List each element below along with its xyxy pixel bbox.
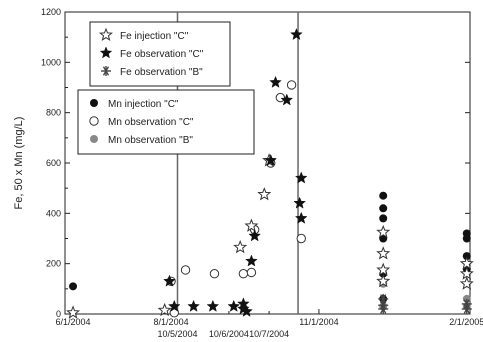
x-tick-label-2: 11/1/2004 <box>299 317 338 327</box>
point-series-0-10 <box>459 256 474 270</box>
point-series-0-4 <box>257 187 272 201</box>
point-series-4-9 <box>286 80 297 90</box>
point-series-0-8 <box>376 262 391 276</box>
legend-marker-1-1 <box>89 116 99 126</box>
series-1 <box>163 27 308 317</box>
x-tick-label-lower-1: 10/6/2004 <box>209 329 249 339</box>
legend-1: Mn injection "C" Mn observation "C" Mn obs… <box>77 89 255 155</box>
point-series-0-12 <box>459 276 474 290</box>
point-series-1-8 <box>245 254 258 267</box>
point-series-1-4 <box>227 299 241 312</box>
point-series-3-3 <box>379 204 388 213</box>
point-series-0-6 <box>376 224 391 239</box>
y-tick-label-0: 0 <box>56 309 61 319</box>
point-series-1-7 <box>237 297 250 310</box>
point-series-2-2 <box>378 303 389 314</box>
y-tick-label-5: 1000 <box>41 57 61 67</box>
legend-marker-0-0 <box>98 27 114 41</box>
point-series-0-9 <box>376 273 391 288</box>
point-series-2-4 <box>461 303 472 314</box>
point-series-3-9 <box>462 234 471 243</box>
legends: Fe injection "C" Fe observation "C" Fe obs… <box>77 21 255 155</box>
point-series-4-8 <box>275 92 286 103</box>
point-series-3-10 <box>462 252 471 261</box>
y-tick-label-3: 600 <box>46 158 61 168</box>
point-series-1-15 <box>294 171 308 184</box>
point-series-0-3 <box>244 218 259 232</box>
point-series-0-2 <box>233 239 248 254</box>
point-series-1-11 <box>269 75 282 88</box>
point-series-1-14 <box>293 196 307 209</box>
x-tick-label-lower-0: 10/5/2004 <box>157 329 197 339</box>
x-tick-label-0: 6/1/2004 <box>56 317 91 327</box>
series-2 <box>378 293 472 314</box>
y-tick-label-1: 200 <box>46 259 61 269</box>
x-tick-label-3: 2/1/2005 <box>449 317 483 327</box>
point-series-1-2 <box>187 299 200 312</box>
x-tick-label-lower-2: 10/7/2004 <box>249 329 289 339</box>
point-series-1-13 <box>290 27 303 41</box>
point-series-0-1 <box>157 302 172 317</box>
point-series-1-3 <box>206 299 220 312</box>
legend-0: Fe injection "C" Fe observation "C" Fe obs… <box>89 21 231 87</box>
point-series-3-4 <box>379 214 388 223</box>
legend-box-0 <box>89 21 231 87</box>
legend-label-1-1: Mn observation "C" <box>108 117 194 128</box>
legend-label-1-0: Mn injection "C" <box>108 99 179 110</box>
y-tick-label-2: 400 <box>46 208 61 218</box>
y-tick-label-4: 800 <box>46 108 61 118</box>
point-series-1-9 <box>248 229 262 242</box>
legend-marker-0-1 <box>99 46 113 59</box>
point-series-1-10 <box>264 153 278 166</box>
point-series-3-2 <box>379 191 388 200</box>
point-series-4-4 <box>238 269 249 279</box>
legend-label-0-1: Fe observation "C" <box>120 49 204 60</box>
data-points <box>66 27 474 319</box>
legend-marker-0-2 <box>101 66 111 76</box>
point-series-0-7 <box>376 246 391 260</box>
x-tick-label-1: 8/1/2004 <box>154 317 189 327</box>
point-series-0-11 <box>459 266 474 280</box>
point-series-3-0 <box>69 282 78 291</box>
point-series-1-1 <box>167 299 181 312</box>
point-series-1-16 <box>294 211 308 224</box>
point-series-1-0 <box>163 274 176 287</box>
point-series-0-0 <box>66 305 81 319</box>
y-axis-label: Fe, 50 x Mn (mg/L) <box>13 117 25 210</box>
point-series-1-12 <box>280 93 294 106</box>
point-series-4-3 <box>209 269 220 279</box>
legend-marker-1-2 <box>90 135 98 143</box>
y-axis: 0 200 400 600 800 1000 1200 <box>41 7 470 319</box>
y-tick-label-6: 1200 <box>41 7 61 17</box>
legend-marker-1-0 <box>90 99 98 107</box>
point-series-4-5 <box>246 267 257 278</box>
legend-box-1 <box>77 89 255 155</box>
legend-label-0-2: Fe observation "B" <box>120 67 203 78</box>
point-series-4-10 <box>296 233 306 244</box>
legend-label-1-2: Mn observation "B" <box>108 135 193 146</box>
legend-label-0-0: Fe injection "C" <box>120 31 189 42</box>
point-series-4-2 <box>180 265 191 275</box>
point-series-1-6 <box>240 304 253 317</box>
